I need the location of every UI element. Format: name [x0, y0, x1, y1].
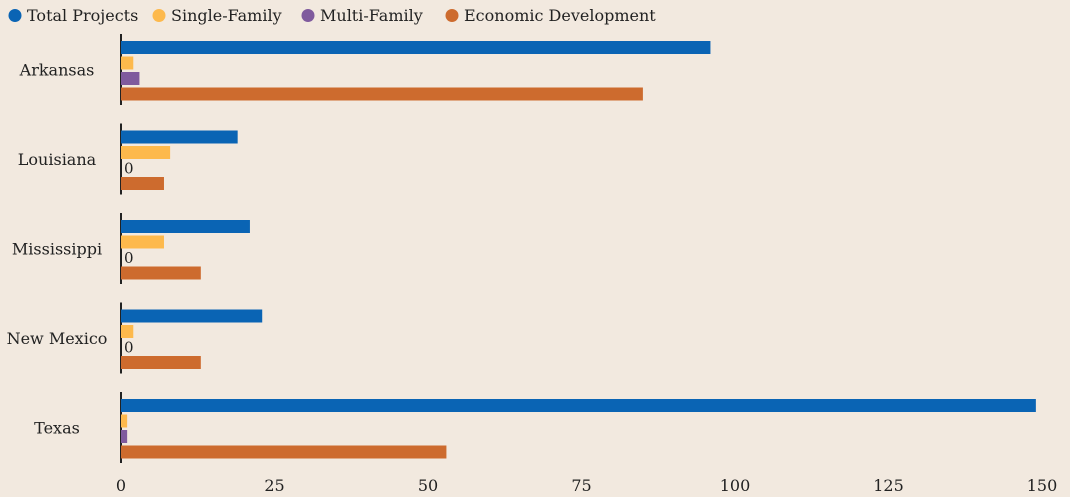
bar-louisiana-single-family	[121, 146, 171, 159]
bar-texas-multi-family	[121, 430, 128, 443]
data-label-mississippi-multi-family: 0	[124, 249, 134, 267]
data-label-louisiana-multi-family: 0	[124, 160, 134, 178]
category-label-new-mexico: New Mexico	[7, 329, 108, 348]
bar-arkansas-total-projects	[121, 41, 711, 54]
legend-marker-single-family	[152, 9, 166, 22]
x-tick-label: 125	[873, 476, 904, 495]
bar-arkansas-multi-family	[121, 72, 140, 85]
bar-louisiana-total-projects	[121, 130, 238, 144]
legend: Total Projects Single-Family Multi-Family E…	[8, 6, 657, 25]
legend-item-multi-family[interactable]: Multi-Family	[301, 6, 423, 25]
category-label-texas: Texas	[34, 419, 80, 438]
x-tick-label: 100	[720, 476, 751, 495]
bar-mississippi-economic-development	[121, 266, 201, 280]
bar-new-mexico-total-projects	[121, 309, 263, 323]
legend-label: Single-Family	[171, 6, 282, 25]
bars: 0 0 0	[121, 41, 1036, 459]
bar-texas-total-projects	[121, 399, 1036, 412]
category-label-arkansas: Arkansas	[19, 61, 95, 80]
x-tick-label: 75	[571, 476, 591, 495]
bar-mississippi-total-projects	[121, 220, 250, 233]
x-tick-label: 150	[1027, 476, 1058, 495]
legend-label: Total Projects	[27, 6, 138, 25]
legend-marker-multi-family	[301, 9, 315, 22]
data-label-new-mexico-multi-family: 0	[124, 339, 134, 357]
category-axis: Arkansas Louisiana Mississippi New Mexico Te…	[7, 34, 122, 463]
x-axis: 0 25 50 75 100 125 150	[116, 476, 1057, 495]
x-tick-label: 0	[116, 476, 126, 495]
category-label-mississippi: Mississippi	[12, 240, 102, 259]
bar-louisiana-economic-development	[121, 177, 164, 190]
bar-texas-economic-development	[121, 445, 447, 459]
legend-label: Economic Development	[464, 6, 656, 25]
bar-new-mexico-single-family	[121, 325, 134, 338]
legend-item-single-family[interactable]: Single-Family	[152, 6, 282, 25]
bar-arkansas-economic-development	[121, 87, 643, 101]
bar-mississippi-single-family	[121, 235, 164, 249]
bar-arkansas-single-family	[121, 56, 134, 70]
category-label-louisiana: Louisiana	[18, 150, 97, 169]
bar-new-mexico-economic-development	[121, 356, 201, 369]
legend-marker-economic-development	[445, 9, 459, 22]
bar-texas-single-family	[121, 414, 128, 428]
legend-item-total-projects[interactable]: Total Projects	[8, 6, 139, 25]
legend-marker-total-projects	[8, 9, 22, 22]
x-tick-label: 25	[264, 476, 284, 495]
legend-label: Multi-Family	[320, 6, 423, 25]
legend-item-economic-development[interactable]: Economic Development	[445, 6, 657, 25]
x-tick-label: 50	[418, 476, 438, 495]
